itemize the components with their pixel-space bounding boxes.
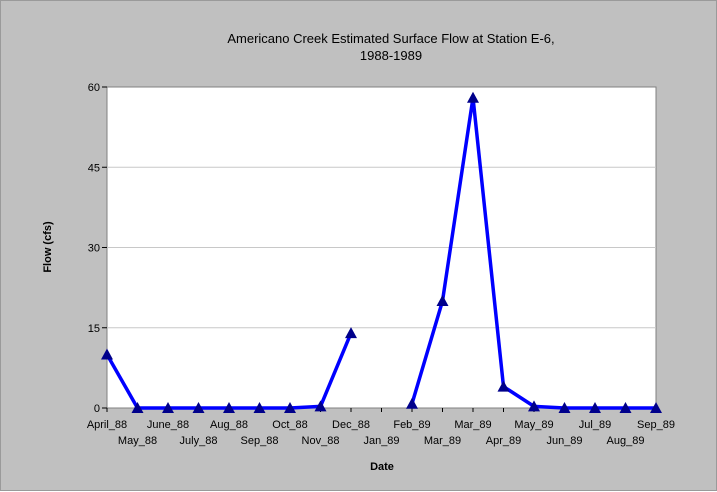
data-point-marker bbox=[558, 402, 571, 413]
x-tick-label: May_88 bbox=[118, 435, 157, 447]
data-point-marker bbox=[589, 402, 601, 413]
x-tick-label: Apr_89 bbox=[486, 435, 521, 447]
data-point-marker bbox=[162, 402, 174, 413]
x-axis-label: Date bbox=[370, 461, 394, 473]
data-point-marker bbox=[253, 402, 266, 413]
x-tick-label: Aug_89 bbox=[607, 435, 645, 447]
chart-title-line1: Americano Creek Estimated Surface Flow a… bbox=[227, 31, 554, 46]
chart-title-line2: 1988-1989 bbox=[360, 48, 422, 63]
y-tick-label: 45 bbox=[88, 162, 100, 174]
x-tick-label: Aug_88 bbox=[210, 419, 248, 431]
data-point-marker bbox=[345, 327, 357, 339]
data-point-marker bbox=[101, 348, 113, 360]
x-tick-label: Jan_89 bbox=[363, 435, 399, 447]
x-tick-label: Feb_89 bbox=[393, 419, 430, 431]
data-point-marker bbox=[406, 397, 418, 409]
y-tick-label: 60 bbox=[88, 82, 100, 94]
y-tick-label: 30 bbox=[88, 243, 100, 255]
data-point-marker bbox=[192, 402, 205, 413]
data-point-marker bbox=[497, 380, 510, 392]
x-tick-layer: April_88 May_88 June_88 July_88 Aug_88 Sep_88… bbox=[87, 408, 675, 447]
x-tick-label: June_88 bbox=[147, 419, 189, 431]
data-point-marker bbox=[619, 402, 632, 413]
data-point-marker bbox=[436, 295, 449, 306]
x-tick-label: Jul_89 bbox=[579, 419, 611, 431]
x-tick-label: Sep_88 bbox=[241, 435, 279, 447]
x-tick-label: April_88 bbox=[87, 419, 127, 431]
x-tick-label: Dec_88 bbox=[332, 419, 370, 431]
y-axis-label: Flow (cfs) bbox=[42, 221, 54, 273]
x-tick-label: May_89 bbox=[514, 419, 553, 431]
y-tick-layer: 0 15 30 45 60 bbox=[88, 82, 107, 415]
x-tick-label: Jun_89 bbox=[546, 435, 582, 447]
x-tick-label: Nov_88 bbox=[302, 435, 340, 447]
data-point-marker bbox=[650, 402, 662, 413]
y-tick-label: 15 bbox=[88, 323, 100, 335]
data-point-marker bbox=[131, 402, 144, 413]
series-layer bbox=[101, 91, 662, 413]
x-tick-label: July_88 bbox=[180, 435, 218, 447]
x-tick-label: Mar_89 bbox=[424, 435, 461, 447]
data-point-marker bbox=[467, 91, 479, 103]
x-tick-label: Mar_89 bbox=[454, 419, 491, 431]
y-tick-label: 0 bbox=[94, 403, 100, 415]
x-tick-label: Oct_88 bbox=[272, 419, 307, 431]
grid-layer bbox=[107, 166, 656, 329]
data-point-marker bbox=[314, 400, 327, 412]
data-point-marker bbox=[528, 400, 540, 412]
x-tick-label: Sep_89 bbox=[637, 419, 675, 431]
data-point-marker bbox=[284, 402, 296, 413]
data-point-marker bbox=[223, 402, 235, 413]
